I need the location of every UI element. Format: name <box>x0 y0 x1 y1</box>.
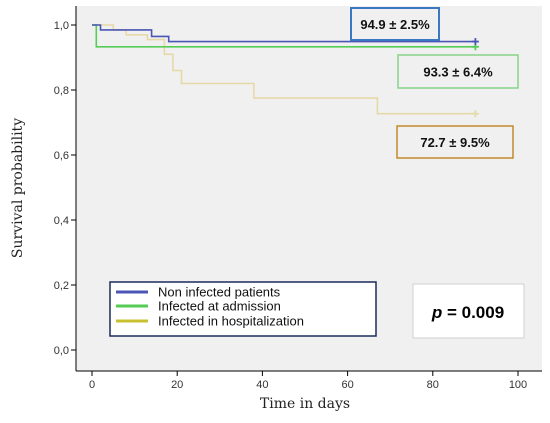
legend-label-2: Infected in hospitalization <box>158 314 304 329</box>
annotation-box-2 <box>396 125 514 159</box>
x-axis-title: Time in days <box>260 396 350 412</box>
series-layer <box>92 24 479 118</box>
annotation-box-0 <box>350 7 440 41</box>
x-tick-label: 100 <box>509 379 527 391</box>
annotation-box-1 <box>397 54 519 89</box>
x-tick-label: 0 <box>89 379 95 391</box>
y-tick-label: 0,6 <box>54 150 69 162</box>
y-tick-label: 0,2 <box>54 280 69 292</box>
y-tick-label: 0,8 <box>54 85 69 97</box>
annotation-text-1: 93.3 ± 6.4% <box>423 65 493 80</box>
p-value-box <box>412 283 525 339</box>
p-value-text: p = 0.009 <box>431 303 504 322</box>
x-tick-label: 60 <box>341 379 353 391</box>
axes-layer: 0 20 40 60 80 100 0,0 0,2 0,4 0,6 0,8 1,0 Time in da… <box>10 6 542 412</box>
p-value-number: = 0.009 <box>442 303 504 322</box>
x-tick-label: 20 <box>171 379 183 391</box>
annotation-text-0: 94.9 ± 2.5% <box>360 17 430 32</box>
y-tick-label: 1,0 <box>54 20 69 32</box>
legend-label-1: Infected at admission <box>158 299 281 314</box>
y-tick-label: 0,0 <box>54 345 69 357</box>
y-tick-label: 0,4 <box>54 215 69 227</box>
annotation-text-2: 72.7 ± 9.5% <box>420 135 490 150</box>
y-axis-title: Survival probability <box>10 118 26 258</box>
annotation-layer: 94.9 ± 2.5% 93.3 ± 6.4% 72.7 ± 9.5% p = 0.0… <box>350 7 525 339</box>
x-tick-label: 80 <box>427 379 439 391</box>
p-value-symbol: p <box>431 303 442 322</box>
legend-box <box>109 281 377 337</box>
legend-label-0: Non infected patients <box>158 285 281 300</box>
x-tick-label: 40 <box>256 379 268 391</box>
series-line-0 <box>92 24 476 43</box>
